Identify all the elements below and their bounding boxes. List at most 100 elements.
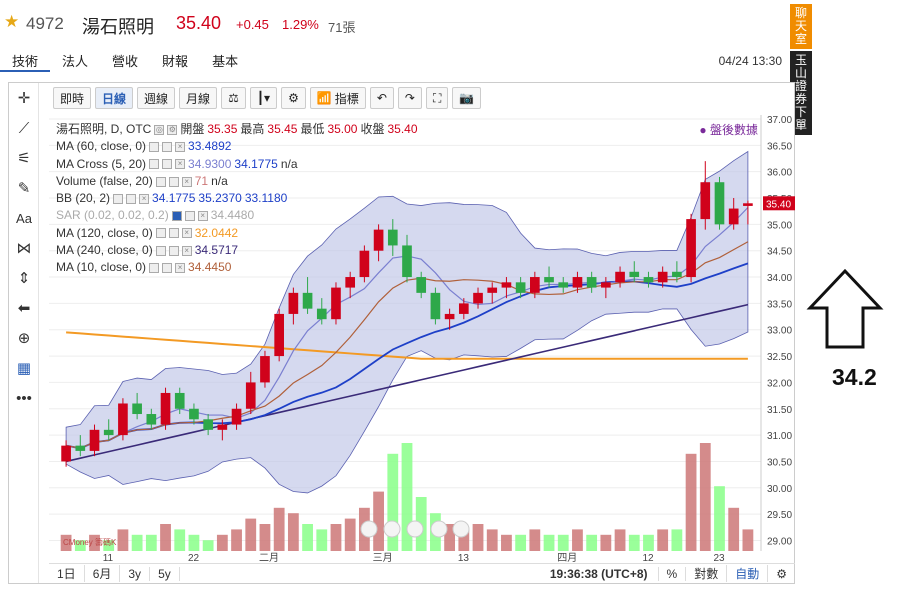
favorite-star-icon[interactable]: ★ <box>4 12 20 31</box>
after-hours-link[interactable]: ● 盤後數據 <box>699 123 758 137</box>
eye-icon[interactable] <box>149 263 160 274</box>
gear-icon[interactable] <box>168 245 179 256</box>
crosshair-icon[interactable]: ✛ <box>17 90 31 107</box>
volume-bar <box>231 529 242 551</box>
close-icon[interactable]: × <box>175 263 186 274</box>
compare-scale-icon[interactable]: ⚖ <box>221 87 246 109</box>
indicators-button[interactable]: 📶 指標 <box>309 87 366 109</box>
gear-icon[interactable] <box>162 159 173 170</box>
up-arrow-annotation-icon <box>806 268 884 349</box>
price-chart[interactable]: 37.0036.5036.0035.5035.0034.5034.0033.50… <box>49 115 795 563</box>
volume-bar <box>472 524 484 551</box>
volume-bar <box>685 453 697 551</box>
range-5y[interactable]: 5y <box>150 566 180 581</box>
auto-scale-button[interactable]: 自動 <box>727 565 769 582</box>
range-6m[interactable]: 6月 <box>85 565 121 582</box>
tab-technical[interactable]: 技術 <box>0 50 51 72</box>
redo-icon[interactable]: ↷ <box>397 87 422 109</box>
macross-value-3: n/a <box>280 156 298 171</box>
volume-bar <box>60 534 72 551</box>
settings-icon[interactable]: ⚙ <box>776 566 787 581</box>
close-icon[interactable]: × <box>181 228 192 239</box>
trendline-icon[interactable]: ⟋ <box>18 119 30 137</box>
text-tool-icon[interactable]: Aa <box>16 210 32 226</box>
intraday-button[interactable]: 即時 <box>53 87 92 109</box>
monthly-button[interactable]: 月線 <box>179 87 218 109</box>
high-label: 最高 <box>240 122 265 136</box>
eye-icon[interactable] <box>155 176 166 187</box>
chatroom-button[interactable]: 聊天室 <box>790 4 812 49</box>
candle-type-icon[interactable]: ┃▾ <box>249 87 278 109</box>
gear-icon[interactable] <box>168 176 179 187</box>
settings-gear-icon[interactable]: ⚙ <box>281 87 306 109</box>
hidden-eye-icon[interactable] <box>171 211 182 222</box>
fib-tool-icon[interactable]: ⚟ <box>17 150 31 167</box>
close-icon[interactable]: × <box>197 211 208 222</box>
price-tag <box>763 196 795 211</box>
tab-basic[interactable]: 基本 <box>212 54 239 69</box>
range-3y[interactable]: 3y <box>120 566 151 581</box>
close-icon[interactable]: × <box>175 159 186 170</box>
stock-name: 湯石照明 <box>82 17 154 37</box>
close-icon[interactable]: × <box>139 193 150 204</box>
gear-icon[interactable] <box>162 263 173 274</box>
gear-icon[interactable] <box>126 193 137 204</box>
y-tick-label: 32.00 <box>767 378 792 389</box>
eye-icon[interactable]: ◎ <box>154 124 165 135</box>
candle-body <box>672 271 682 278</box>
candle-body <box>245 382 256 409</box>
brush-icon[interactable]: ✎ <box>17 180 31 197</box>
tab-revenue[interactable]: 營收 <box>112 54 139 69</box>
chart-nav-control <box>452 520 470 538</box>
volume-bar <box>216 534 228 551</box>
gear-icon[interactable]: ⚙ <box>167 124 178 135</box>
candle-body <box>515 282 526 293</box>
eye-icon[interactable] <box>113 193 124 204</box>
measure-icon[interactable]: ⇕ <box>17 270 31 287</box>
close-icon[interactable]: × <box>175 141 186 152</box>
close-icon[interactable]: × <box>181 176 192 187</box>
ruler-icon[interactable]: ▦ <box>16 360 32 377</box>
annotation-label: 34.2 <box>832 364 877 390</box>
more-icon[interactable]: ••• <box>16 389 32 407</box>
quote-datetime: 04/24 13:30 <box>718 54 782 68</box>
x-tick-label: 二月 <box>259 552 279 563</box>
candle-body <box>75 445 86 451</box>
eye-icon[interactable] <box>155 245 166 256</box>
candle-body <box>174 392 185 409</box>
volume-bar <box>344 518 356 551</box>
broker-order-button[interactable]: 玉山證券下單 <box>790 51 812 135</box>
log-scale-button[interactable]: 對數 <box>686 565 728 582</box>
back-arrow-icon[interactable]: ⬅ <box>17 300 31 317</box>
candle-body <box>643 277 654 283</box>
weekly-button[interactable]: 週線 <box>137 87 176 109</box>
low-label: 最低 <box>300 122 325 136</box>
eye-icon[interactable] <box>155 228 166 239</box>
eye-icon[interactable] <box>149 159 160 170</box>
range-1d[interactable]: 1日 <box>49 565 85 582</box>
tab-institutional[interactable]: 法人 <box>62 54 89 69</box>
zoom-icon[interactable]: ⊕ <box>17 330 31 347</box>
gear-icon[interactable] <box>184 211 195 222</box>
eye-icon[interactable] <box>149 141 160 152</box>
gear-icon[interactable] <box>168 228 179 239</box>
fullscreen-icon[interactable]: ⛶ <box>425 87 449 109</box>
percent-scale-button[interactable]: % <box>657 566 687 581</box>
camera-icon[interactable]: 📷 <box>452 87 482 109</box>
candle-body <box>444 313 455 320</box>
volume-bar <box>643 534 654 551</box>
gear-icon[interactable] <box>162 141 173 152</box>
candle-body <box>601 282 611 288</box>
main-tabs: 技術 法人 營收 財報 基本 <box>0 50 250 74</box>
undo-icon[interactable]: ↶ <box>369 87 394 109</box>
price-tag-label: 35.40 <box>766 199 791 210</box>
candle-body <box>146 414 157 425</box>
pattern-icon[interactable]: ⋈ <box>16 240 32 257</box>
close-icon[interactable]: × <box>181 245 192 256</box>
candle-body <box>288 292 299 314</box>
volume-bar <box>259 524 271 551</box>
sar-value: 34.4480 <box>210 208 255 223</box>
daily-button[interactable]: 日線 <box>95 87 134 109</box>
tab-financials[interactable]: 財報 <box>162 54 189 69</box>
volume-bar <box>103 540 115 551</box>
